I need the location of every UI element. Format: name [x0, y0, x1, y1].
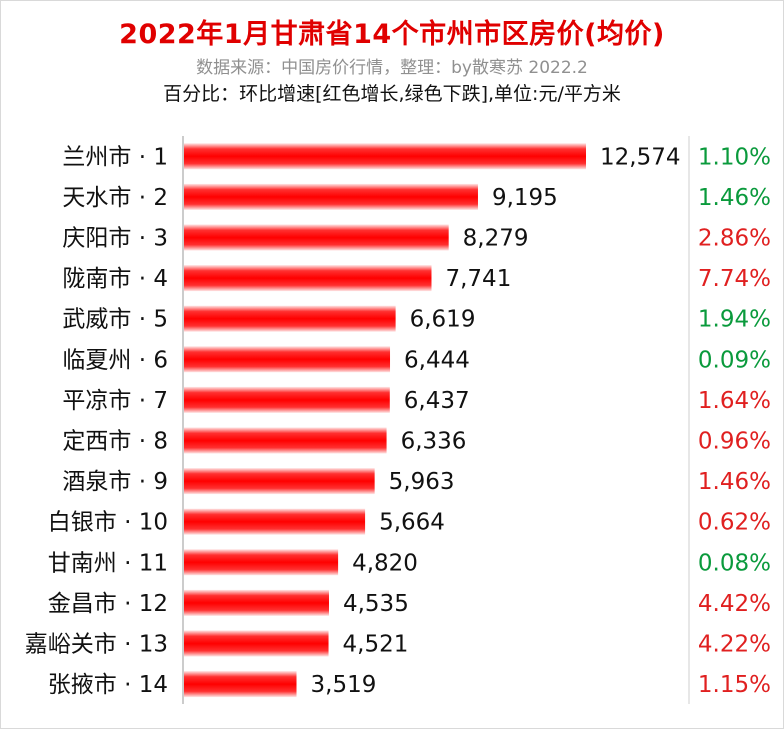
category-label: 酒泉市 · 9 — [62, 469, 168, 495]
value-label: 9,195 — [492, 185, 558, 211]
category-label: 天水市 · 2 — [62, 185, 168, 211]
value-label: 4,535 — [343, 591, 409, 617]
bar — [184, 183, 478, 210]
value-label: 12,574 — [600, 144, 680, 170]
value-label: 4,820 — [352, 550, 418, 576]
value-label: 6,444 — [404, 347, 470, 373]
value-label: 5,963 — [389, 469, 455, 495]
growth-label: 1.64% — [698, 388, 771, 414]
bar — [184, 143, 586, 170]
value-label: 5,664 — [379, 510, 445, 536]
growth-label: 1.15% — [698, 672, 771, 698]
category-label: 武威市 · 5 — [62, 307, 168, 333]
bar — [184, 630, 329, 657]
category-label: 庆阳市 · 3 — [62, 226, 168, 252]
value-label: 7,741 — [445, 266, 511, 292]
bar — [184, 549, 339, 576]
category-label: 平凉市 · 7 — [62, 388, 168, 414]
value-label: 8,279 — [463, 226, 529, 252]
value-label: 4,521 — [343, 632, 409, 658]
bar — [184, 671, 297, 698]
category-label: 金昌市 · 12 — [48, 591, 168, 617]
growth-label: 7.74% — [698, 266, 771, 292]
growth-label: 0.96% — [698, 429, 771, 455]
growth-label: 4.42% — [698, 591, 771, 617]
bar — [184, 305, 396, 332]
category-label: 定西市 · 8 — [62, 429, 168, 455]
value-label: 6,336 — [401, 429, 467, 455]
chart-note: 百分比：环比增速[红色增长,绿色下跌],单位:元/平方米 — [163, 83, 621, 105]
category-label: 甘南州 · 11 — [48, 550, 168, 576]
growth-label: 0.08% — [698, 550, 771, 576]
growth-label: 2.86% — [698, 226, 771, 252]
value-label: 6,619 — [410, 307, 476, 333]
growth-label: 1.10% — [698, 144, 771, 170]
category-label: 兰州市 · 1 — [62, 144, 168, 170]
bar — [184, 468, 375, 495]
growth-label: 4.22% — [698, 632, 771, 658]
growth-label: 1.46% — [698, 469, 771, 495]
category-label: 嘉峪关市 · 13 — [25, 632, 168, 658]
bar — [184, 346, 391, 373]
chart-subtitle: 数据来源：中国房价行情，整理：by散寒苏 2022.2 — [196, 58, 588, 78]
category-label: 张掖市 · 14 — [48, 672, 168, 698]
bar — [184, 427, 387, 454]
category-label: 白银市 · 10 — [48, 510, 168, 536]
category-label: 陇南市 · 4 — [62, 266, 168, 292]
bar — [184, 508, 366, 535]
growth-label: 1.94% — [698, 307, 771, 333]
growth-label: 0.62% — [698, 510, 771, 536]
bar — [184, 589, 329, 616]
bar — [184, 224, 449, 251]
bar — [184, 265, 432, 292]
category-label: 临夏州 · 6 — [62, 347, 168, 373]
bar — [184, 386, 390, 413]
growth-label: 1.46% — [698, 185, 771, 211]
value-label: 6,437 — [404, 388, 470, 414]
value-label: 3,519 — [311, 672, 377, 698]
growth-label: 0.09% — [698, 347, 771, 373]
chart-title: 2022年1月甘肃省14个市州市区房价(均价) — [119, 19, 665, 50]
